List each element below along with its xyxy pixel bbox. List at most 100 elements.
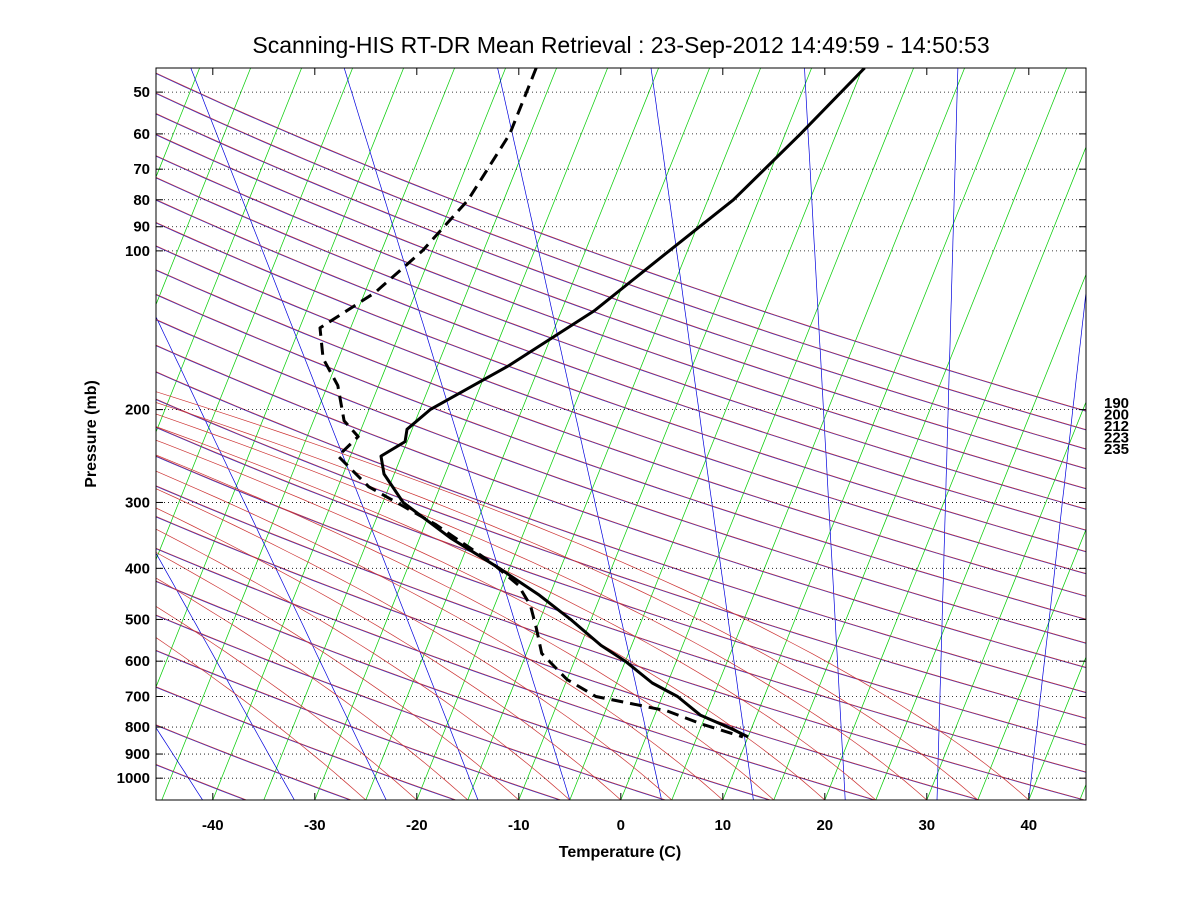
mixing-ratio-line [190, 68, 479, 800]
dry-adiabat-line [156, 426, 1086, 746]
moist-adiabat-line [156, 454, 775, 800]
mixing-ratio-line [156, 552, 295, 800]
x-axis-ticks: -40 -30 -20 -10 0 10 20 30 40 [202, 68, 1037, 834]
mixing-ratio-line [343, 68, 571, 800]
pressure-grid [156, 91, 1086, 779]
moist-adiabat-line [156, 402, 979, 800]
moist-adiabat-line [156, 426, 877, 800]
dry-adiabat-line [156, 485, 1085, 800]
dry-adiabat-line [156, 155, 1086, 490]
y-tick-label: 70 [133, 161, 150, 178]
dry-adiabat-line [156, 319, 1086, 644]
x-tick-label: 0 [617, 817, 625, 834]
side-label: 212 [1104, 418, 1129, 435]
dry-adiabat-line [156, 113, 1086, 450]
dry-adiabat-line [156, 113, 1086, 450]
dry-adiabat-line [156, 455, 1086, 773]
dry-adiabat-line [156, 485, 1086, 800]
mixing-ratio-line [1028, 289, 1086, 800]
isotherm-line [926, 401, 1086, 800]
dry-adiabat-line [156, 133, 1086, 469]
dry-adiabat-line [156, 293, 1086, 620]
isotherm-line [773, 68, 1067, 800]
dry-adiabat-line [156, 222, 1086, 553]
dry-adiabat-line [156, 345, 1086, 669]
mixing-ratio-line [497, 68, 662, 800]
isotherm-line [824, 146, 1086, 800]
dry-adiabat-line [156, 650, 561, 800]
y-tick-label: 600 [125, 653, 150, 670]
dry-adiabat-line [156, 547, 876, 800]
dry-adiabat-line [156, 294, 1086, 620]
dry-adiabat-line [156, 516, 981, 800]
dry-adiabat-line [156, 649, 562, 800]
dry-adiabat-line [156, 177, 1086, 510]
y-tick-label: 500 [125, 611, 150, 628]
isotherm-line [156, 68, 353, 561]
x-tick-label: -30 [304, 817, 326, 834]
isotherm-line [156, 68, 251, 306]
dewpoint-line [318, 68, 744, 739]
x-tick-label: -40 [202, 817, 224, 834]
moist-adiabat-line [156, 605, 418, 800]
x-axis-label: Temperature (C) [559, 844, 681, 861]
y-tick-label: 100 [125, 243, 150, 260]
isotherm-line [365, 68, 659, 800]
isotherm-line [314, 68, 608, 800]
moist-adiabat-line [156, 488, 673, 800]
dry-adiabat-line [156, 516, 980, 800]
moist-adiabat-line [156, 577, 469, 800]
dry-adiabat-line [156, 155, 1086, 489]
isotherm-line [722, 68, 1016, 800]
x-tick-label: -20 [406, 817, 428, 834]
dry-adiabat-line [156, 177, 1086, 510]
isotherm-line [467, 68, 761, 800]
dry-adiabat-line [156, 92, 1086, 431]
y-tick-label: 80 [133, 192, 150, 209]
dry-adiabat-line [156, 72, 1086, 412]
moist-adiabat-line [156, 413, 928, 800]
dry-adiabat-line [156, 245, 1086, 574]
dry-adiabat-line [156, 614, 665, 800]
dry-adiabat-line [156, 92, 1086, 430]
x-tick-label: 30 [918, 817, 935, 834]
dry-adiabat-line [156, 134, 1086, 470]
dry-adiabat-line [156, 222, 1086, 552]
sounding-traces [318, 68, 866, 739]
moist-adiabat-line [156, 391, 1030, 800]
isotherm-line [671, 68, 965, 800]
dry-adiabat-line [156, 398, 1086, 719]
y-tick-label: 800 [125, 719, 150, 736]
isotherm-line [161, 68, 455, 800]
moist-adiabat-line [156, 507, 622, 800]
moist-adiabat-line [156, 551, 520, 800]
x-tick-label: 40 [1020, 817, 1037, 834]
dry-adiabat-line [156, 269, 1086, 597]
y-axis-ticks: 50 60 70 80 90 100 200 300 400 500 600 700 800 900 100… [117, 84, 1086, 787]
chart-title: Scanning-HIS RT-DR Mean Retrieval : 23-S… [252, 32, 989, 58]
dry-adiabat-line [156, 72, 1086, 412]
dry-adiabat-line [156, 580, 771, 800]
y-tick-label: 90 [133, 219, 150, 236]
dry-adiabat-line [156, 245, 1086, 575]
dry-adiabat-line [156, 199, 1086, 531]
temperature-line [379, 68, 866, 739]
x-tick-label: 20 [816, 817, 833, 834]
side-label: 190 [1104, 395, 1129, 412]
mixing-ratio-line [804, 68, 846, 800]
isotherm-line [1028, 656, 1086, 800]
isotherm-line [416, 68, 710, 800]
side-label: 200 [1104, 407, 1129, 424]
moist-adiabat-line [156, 439, 826, 800]
isotherm-line [156, 68, 302, 433]
y-tick-label: 1000 [117, 770, 150, 787]
dry-adiabat-line [156, 371, 1086, 693]
mixing-ratio-line [936, 68, 959, 800]
x-tick-label: 10 [714, 817, 731, 834]
y-axis-label: Pressure (mb) [83, 380, 100, 488]
dry-adiabat-line [156, 455, 1086, 773]
y-tick-label: 900 [125, 746, 150, 763]
isotherm-line [156, 68, 404, 688]
